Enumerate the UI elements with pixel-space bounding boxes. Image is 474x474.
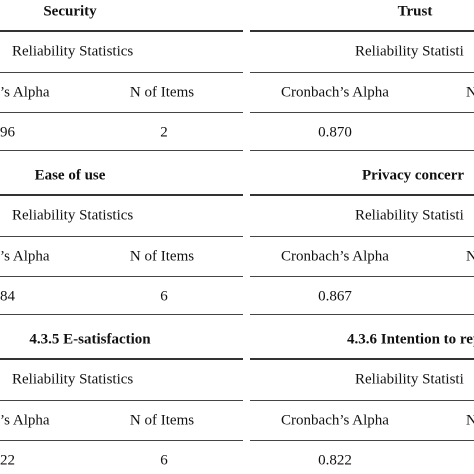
table-caption: Reliability Statisti (355, 207, 464, 224)
cell: 6 (160, 452, 168, 469)
column-header: Cronbach’s Alpha (281, 412, 389, 429)
rule (0, 112, 243, 113)
rule (0, 72, 243, 73)
column-header: N of Items (129, 248, 195, 265)
column-header: N (466, 412, 474, 429)
table-title: Privacy concerr (362, 167, 465, 184)
table-title: Trust (397, 3, 433, 20)
column-header: ’s Alpha (0, 412, 50, 429)
column-header: ’s Alpha (0, 248, 50, 265)
table-title: 4.3.6 Intention to repu (347, 331, 474, 348)
table-caption: Reliability Statistics (12, 371, 134, 388)
table-title: Ease of use (34, 167, 106, 184)
rule (250, 358, 474, 360)
cell: 2 (160, 124, 168, 141)
rule (250, 112, 474, 113)
table-caption: Reliability Statisti (355, 371, 464, 388)
column-header: N of Items (129, 412, 195, 429)
table-title: 4.3.5 E-satisfaction (29, 331, 151, 348)
table-caption: Reliability Statisti (355, 43, 464, 60)
cell: 0.822 (318, 452, 352, 469)
rule (250, 236, 474, 237)
column-header: Cronbach’s Alpha (281, 84, 389, 101)
rule (250, 30, 474, 32)
column-header: N of Items (129, 84, 195, 101)
rule (0, 150, 243, 151)
column-header: Cronbach’s Alpha (281, 248, 389, 265)
rule (0, 194, 243, 196)
column-header: N (466, 248, 474, 265)
rule (250, 72, 474, 73)
cell: 6 (160, 288, 168, 305)
rule (250, 150, 474, 151)
rule (0, 276, 243, 277)
rule (0, 236, 243, 237)
cell: 96 (0, 124, 15, 141)
cell: 0.867 (318, 288, 352, 305)
cell: 22 (0, 452, 15, 469)
rule (250, 194, 474, 196)
column-header: ’s Alpha (0, 84, 50, 101)
rule (0, 440, 243, 441)
rule (250, 314, 474, 315)
column-header: N (466, 84, 474, 101)
rule (0, 358, 243, 360)
rule (0, 30, 243, 32)
cell: 84 (0, 288, 15, 305)
table-title: Security (43, 3, 97, 20)
rule (250, 400, 474, 401)
cell: 0.870 (318, 124, 352, 141)
table-caption: Reliability Statistics (12, 207, 134, 224)
rule (0, 314, 243, 315)
rule (0, 400, 243, 401)
rule (250, 276, 474, 277)
rule (250, 440, 474, 441)
table-caption: Reliability Statistics (12, 43, 134, 60)
